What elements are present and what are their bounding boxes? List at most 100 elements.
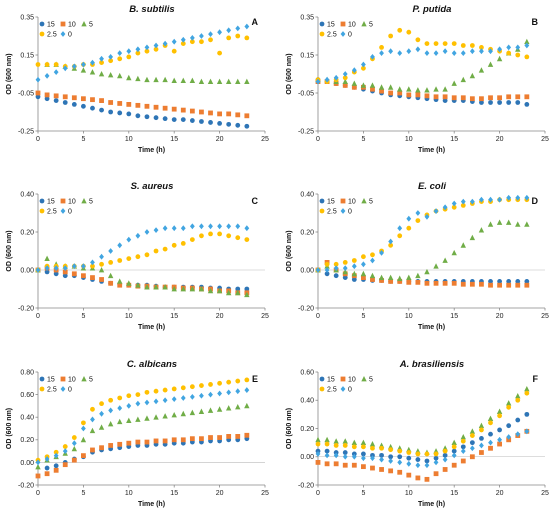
data-point (153, 42, 159, 49)
data-point (342, 78, 348, 84)
data-point (117, 405, 123, 412)
legend-marker (340, 376, 346, 382)
data-point (180, 395, 186, 401)
chart-title: C. albicans (127, 359, 177, 370)
series-2.5 (315, 390, 530, 457)
data-point (424, 213, 430, 220)
data-point (442, 41, 448, 46)
data-point (342, 462, 348, 468)
data-point (488, 279, 493, 284)
data-point (351, 439, 358, 446)
data-point (415, 218, 421, 224)
x-tick-label: 20 (216, 136, 224, 143)
series-0 (315, 42, 530, 85)
data-point (81, 263, 86, 270)
data-point (217, 29, 222, 36)
chart-panel-C: 0 5 10 15 20 25 -0.20 0.00 0.20 0.40 Time (h) OD (6… (6, 181, 269, 331)
legend: 15 10 5 2.5 0 (39, 376, 93, 394)
data-point (144, 76, 150, 83)
data-point (244, 286, 250, 292)
data-point (35, 90, 41, 96)
chart-title: B. subtilis (129, 4, 174, 15)
data-point (180, 241, 186, 246)
data-point (488, 431, 493, 437)
data-point (53, 463, 59, 469)
data-point (433, 94, 439, 100)
data-point (488, 100, 493, 105)
x-tick-label: 15 (170, 313, 178, 320)
data-point (71, 440, 77, 447)
data-point (153, 115, 159, 121)
data-point (479, 45, 484, 50)
legend-label: 5 (369, 377, 373, 384)
y-tick-label: 0.20 (20, 229, 34, 236)
data-point (189, 384, 195, 390)
data-point (144, 252, 150, 258)
data-point (324, 436, 330, 443)
data-point (361, 65, 366, 71)
x-tick-label: 0 (316, 490, 320, 497)
data-point (460, 95, 466, 101)
legend-marker (319, 386, 325, 392)
data-point (199, 383, 204, 388)
data-point (135, 232, 141, 239)
data-point (506, 434, 512, 440)
legend-label: 10 (68, 199, 76, 206)
data-point (199, 233, 204, 239)
data-point (217, 223, 222, 230)
x-tick-label: 15 (450, 490, 458, 497)
y-tick-label: 0.40 (20, 191, 34, 198)
data-point (71, 63, 77, 70)
data-point (126, 48, 132, 55)
data-point (497, 46, 502, 53)
data-point (342, 260, 348, 265)
data-point (135, 46, 141, 53)
data-point (497, 436, 502, 443)
data-point (217, 380, 223, 386)
x-tick-label: 20 (496, 313, 504, 320)
data-point (44, 269, 50, 275)
data-point (497, 282, 502, 288)
data-point (44, 255, 50, 261)
data-point (226, 434, 232, 439)
data-point (117, 282, 123, 288)
data-point (451, 249, 457, 256)
data-point (488, 420, 493, 426)
chart-panel-F: 0 5 10 15 20 25 -0.20 0.00 0.20 0.40 0.60 Time (h) O… (286, 359, 549, 508)
y-axis-label: OD (600 nm) (286, 53, 293, 94)
x-tick-label: 25 (541, 313, 549, 320)
data-point (35, 459, 41, 466)
x-tick-label: 0 (36, 313, 40, 320)
x-tick-label: 0 (316, 313, 320, 320)
data-point (225, 78, 232, 84)
data-point (442, 48, 448, 55)
legend-label: 15 (327, 22, 335, 29)
data-point (144, 389, 150, 395)
data-point (315, 451, 321, 457)
data-point (80, 67, 87, 73)
data-point (397, 279, 403, 284)
data-point (378, 274, 385, 280)
legend-label: 5 (89, 199, 93, 206)
legend-label: 15 (327, 199, 335, 206)
data-point (226, 233, 232, 239)
data-point (497, 427, 502, 433)
data-point (388, 90, 394, 96)
y-tick-label: 0.80 (20, 369, 34, 376)
y-tick-label: 0.35 (20, 14, 34, 21)
data-point (226, 111, 232, 117)
data-point (451, 462, 457, 468)
y-tick-label: 0.20 (300, 229, 314, 236)
data-point (333, 443, 339, 448)
data-point (369, 272, 376, 279)
data-point (126, 256, 132, 261)
data-point (460, 198, 466, 205)
data-point (217, 50, 223, 56)
x-tick-label: 20 (496, 136, 504, 143)
data-point (162, 438, 168, 444)
series-5 (315, 219, 530, 281)
data-point (171, 38, 177, 45)
data-point (80, 436, 87, 443)
x-tick-label: 15 (170, 490, 178, 497)
data-point (361, 254, 366, 260)
